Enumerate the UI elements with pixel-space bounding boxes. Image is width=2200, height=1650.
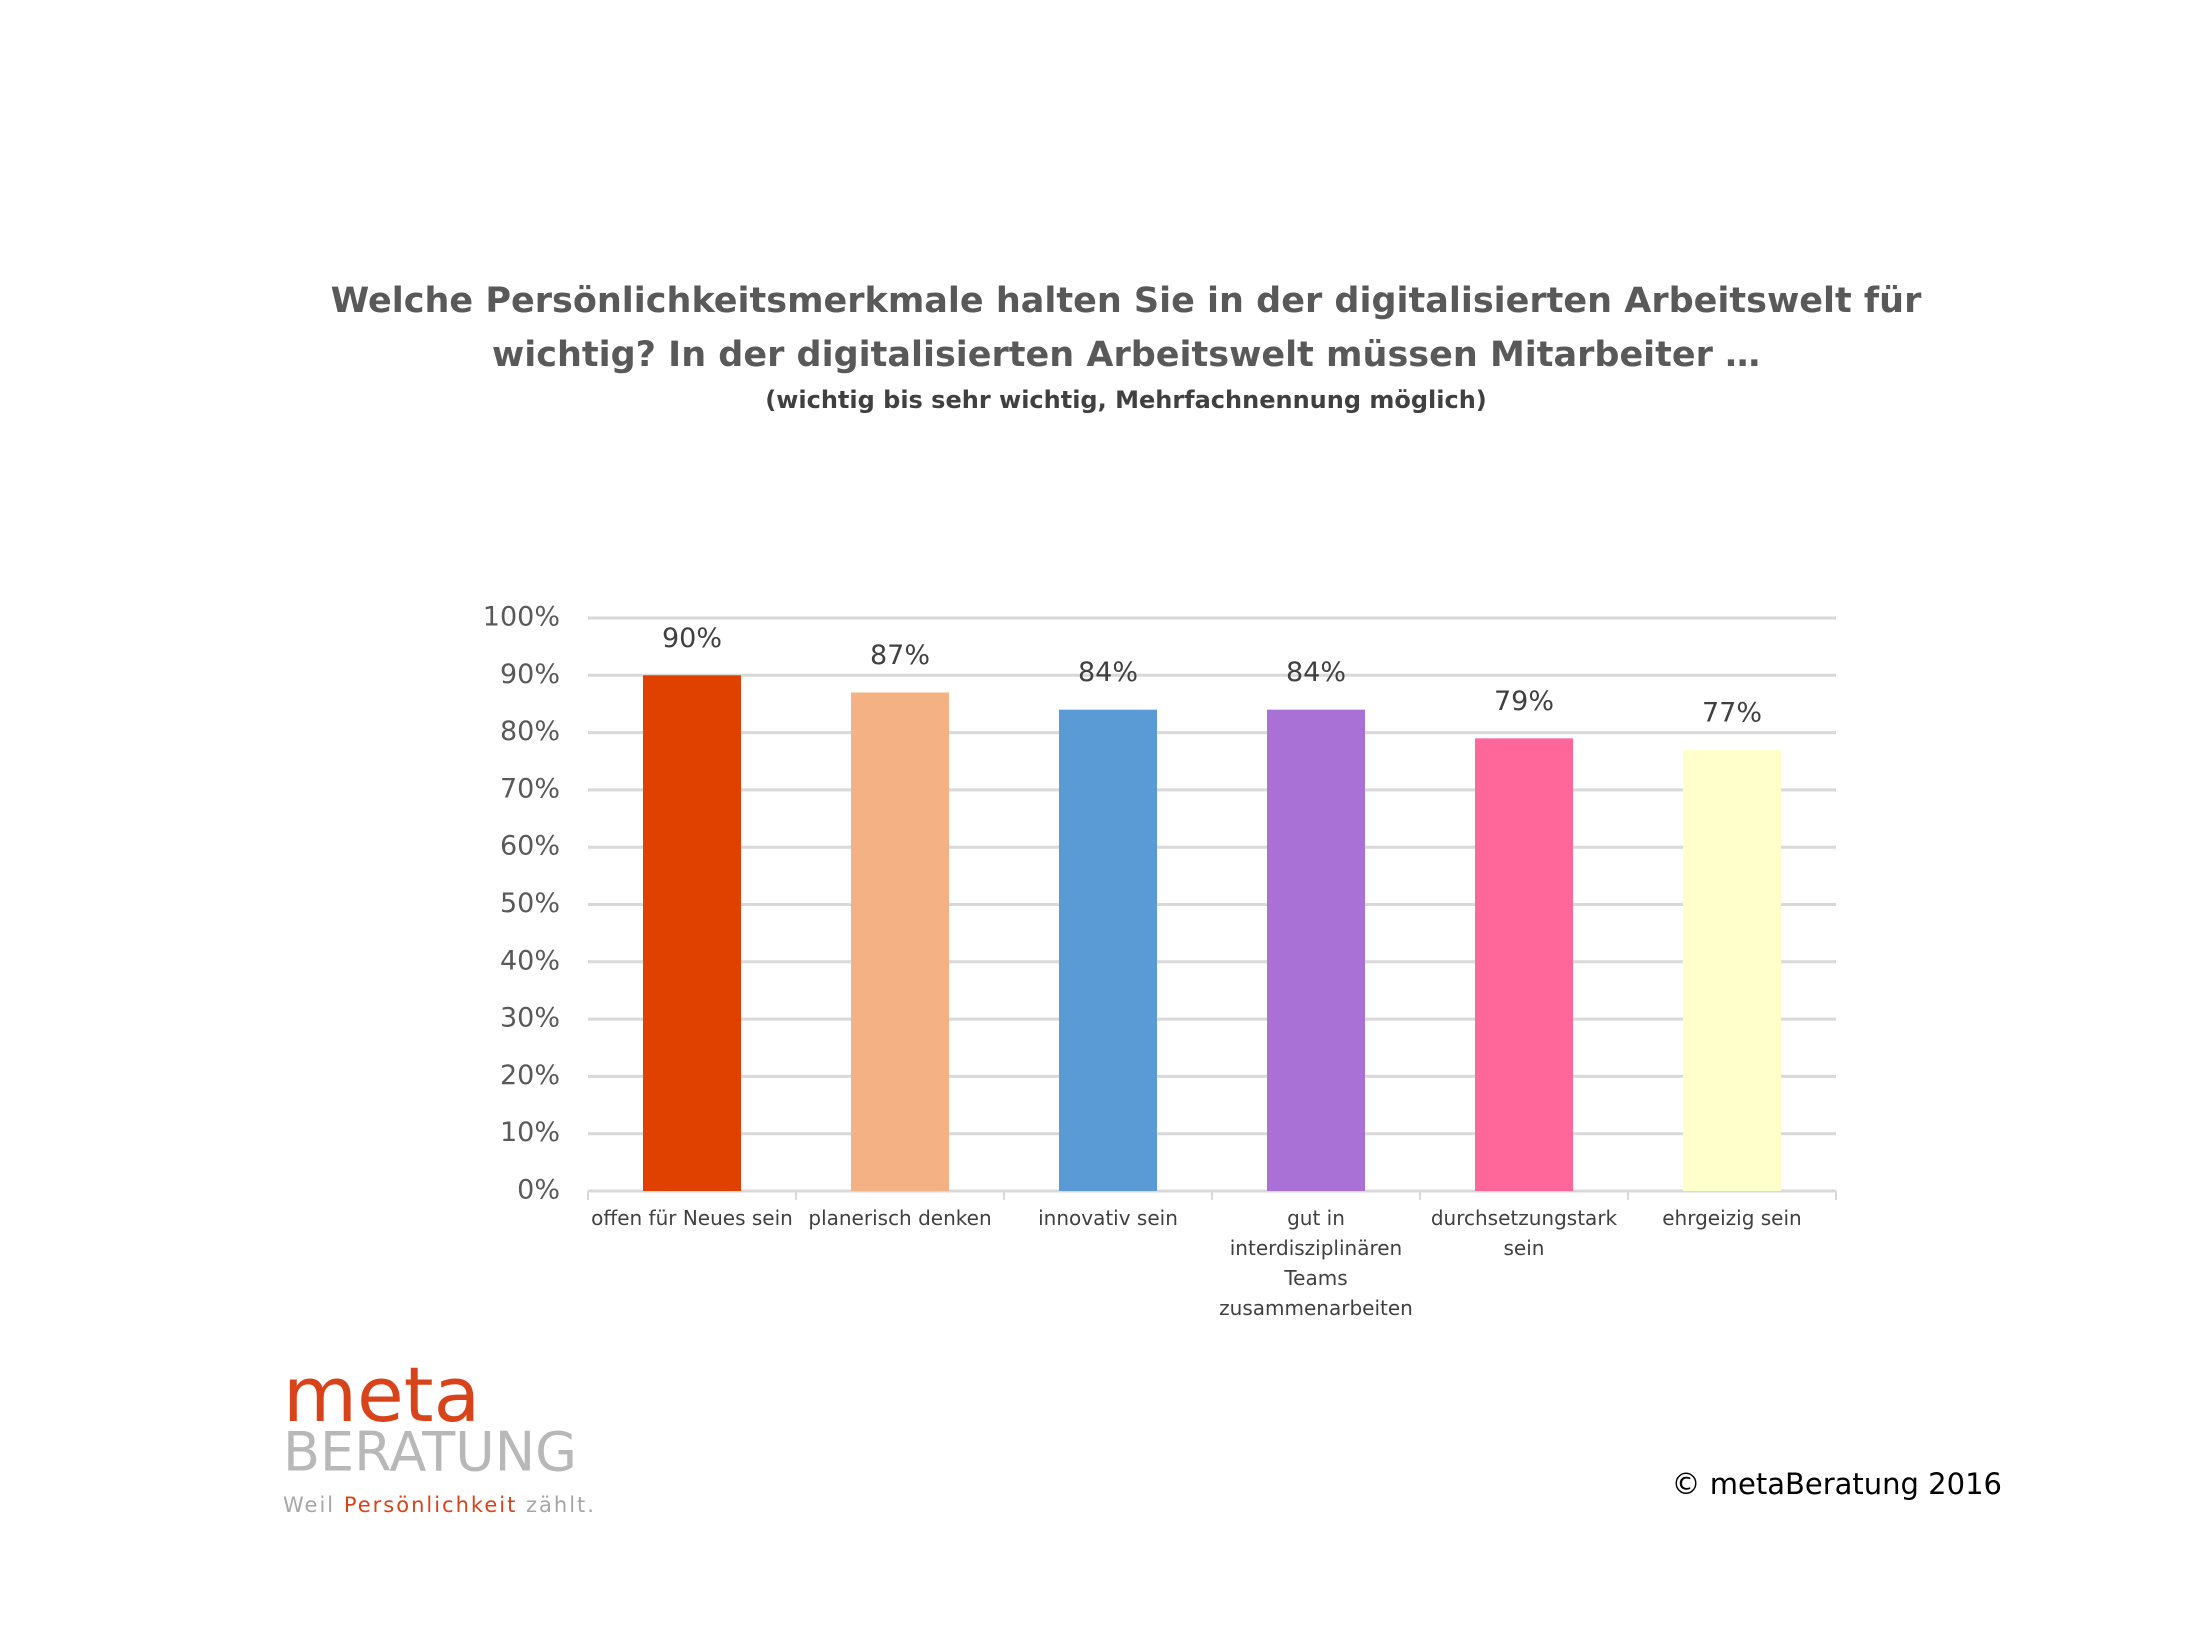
y-tick-label: 80%	[500, 716, 560, 747]
logo-tagline: Weil Persönlichkeit zählt.	[283, 1493, 596, 1517]
value-label: 87%	[870, 640, 930, 671]
bar	[1475, 738, 1573, 1191]
y-tick-label: 50%	[500, 888, 560, 919]
y-tick-label: 30%	[500, 1003, 560, 1034]
bar	[1683, 749, 1781, 1191]
x-tick-label: innovativ sein	[1038, 1206, 1178, 1230]
y-tick-label: 70%	[500, 773, 560, 804]
x-tick-label: durchsetzungstark sein	[1430, 1206, 1618, 1260]
tagline-part: Weil	[283, 1493, 335, 1517]
y-tick-label: 20%	[500, 1060, 560, 1091]
chart-title: Welche Persönlichkeitsmerkmale halten Si…	[331, 281, 1922, 321]
bar	[643, 675, 741, 1191]
x-tick-label: ehrgeizig sein	[1662, 1206, 1802, 1230]
tagline-part: zählt.	[526, 1493, 596, 1517]
value-label: 84%	[1078, 657, 1138, 688]
value-label: 79%	[1494, 686, 1554, 717]
tagline-part: Persönlichkeit	[344, 1493, 518, 1517]
logo-word: meta	[283, 1350, 480, 1439]
y-tick-label: 40%	[500, 945, 560, 976]
x-tick-label: planerisch denken	[808, 1206, 992, 1230]
x-tick-label: offen für Neues sein	[591, 1206, 793, 1230]
bar	[851, 692, 949, 1191]
value-label: 77%	[1702, 697, 1762, 728]
value-label: 90%	[662, 623, 722, 654]
value-label: 84%	[1286, 657, 1346, 688]
bar	[1059, 709, 1157, 1191]
chart-subtitle: (wichtig bis sehr wichtig, Mehrfachnennu…	[765, 386, 1487, 414]
x-tick-label: gut in interdisziplinären Teams zusammen…	[1219, 1206, 1413, 1320]
logo-word: BERATUNG	[283, 1421, 577, 1484]
y-tick-label: 10%	[500, 1117, 560, 1148]
bar	[1267, 709, 1365, 1191]
y-tick-label: 90%	[500, 659, 560, 690]
chart-title: wichtig? In der digitalisierten Arbeitsw…	[492, 335, 1760, 375]
y-tick-label: 100%	[483, 602, 560, 633]
y-tick-label: 60%	[500, 831, 560, 862]
copyright: © metaBeratung 2016	[1672, 1467, 2002, 1501]
y-tick-label: 0%	[517, 1175, 560, 1206]
